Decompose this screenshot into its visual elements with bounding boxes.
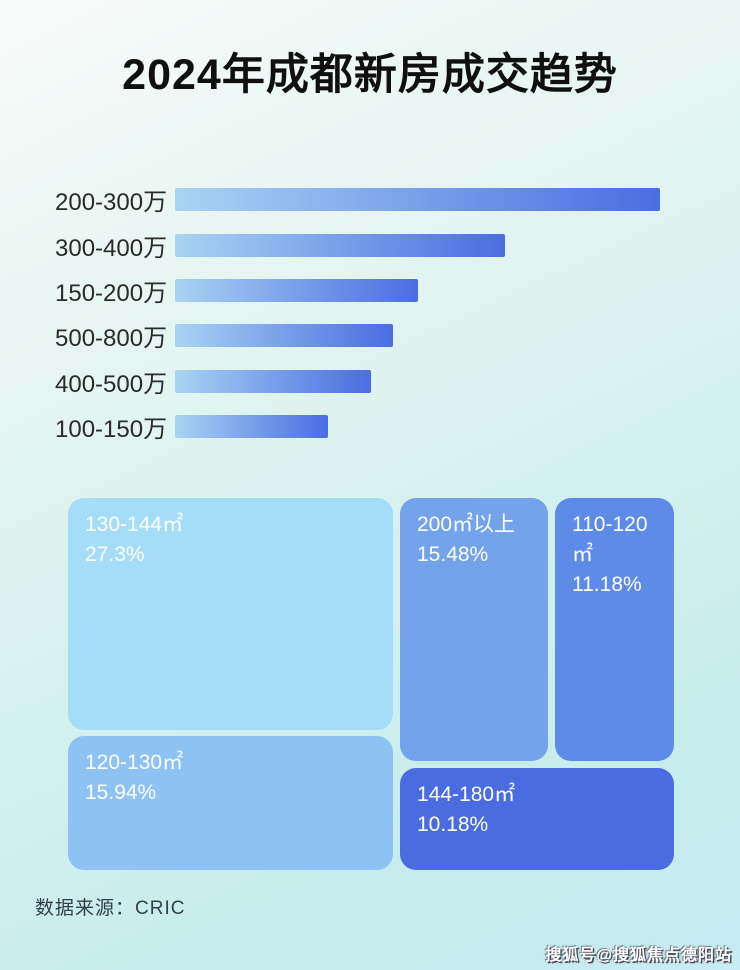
bar-track (175, 369, 661, 393)
data-source: 数据来源：CRIC (35, 898, 186, 919)
treemap-block-label: 200㎡以上 (417, 513, 516, 536)
bar-row: 150-200万 (55, 268, 661, 313)
bar-row: 400-500万 (55, 359, 661, 404)
bar-track (175, 233, 661, 257)
bar-row: 200-300万 (55, 177, 661, 222)
treemap-block-144-180: 144-180㎡ 10.18% (400, 768, 674, 870)
area-share-treemap: 130-144㎡ 27.3% 200㎡以上 15.48% 110-120㎡ 11… (68, 498, 674, 870)
bar-track (175, 188, 661, 212)
treemap-block-200-plus: 200㎡以上 15.48% (400, 498, 548, 761)
bar-row: 100-150万 (55, 404, 661, 449)
bar (175, 415, 328, 439)
bar-category-label: 500-800万 (55, 325, 168, 353)
bar-row: 300-400万 (55, 222, 661, 267)
treemap-block-label: 130-144㎡ (85, 513, 184, 536)
bar (175, 278, 418, 302)
bar-category-label: 100-150万 (55, 416, 168, 444)
bar-category-label: 400-500万 (55, 370, 168, 398)
bar (175, 188, 660, 212)
treemap-block-value: 15.94% (85, 780, 157, 804)
bar-category-label: 300-400万 (55, 234, 168, 262)
treemap-block-120-130: 120-130㎡ 15.94% (68, 736, 393, 870)
treemap-block-value: 10.18% (417, 812, 489, 836)
treemap-block-label: 110-120㎡ (572, 513, 648, 566)
bar (175, 233, 505, 257)
bar-row: 500-800万 (55, 313, 661, 358)
bar-track (175, 324, 661, 348)
bar-category-label: 200-300万 (55, 189, 168, 217)
bar (175, 369, 372, 393)
watermark: 搜狐号@搜狐焦点德阳站 (545, 947, 732, 964)
treemap-block-label: 120-130㎡ (85, 751, 184, 774)
treemap-block-label: 144-180㎡ (417, 783, 516, 806)
bar-track (175, 278, 661, 302)
bar-track (175, 415, 661, 439)
treemap-block-value: 15.48% (417, 542, 489, 566)
bar-category-label: 150-200万 (55, 279, 168, 307)
page-title: 2024年成都新房成交趋势 (122, 51, 618, 99)
treemap-block-110-120: 110-120㎡ 11.18% (555, 498, 674, 761)
price-band-bar-chart: 200-300万 300-400万 150-200万 500-800万 400-… (55, 177, 661, 449)
treemap-block-value: 27.3% (85, 542, 145, 566)
treemap-block-130-144: 130-144㎡ 27.3% (68, 498, 393, 730)
treemap-block-value: 11.18% (572, 572, 642, 596)
bar (175, 324, 394, 348)
